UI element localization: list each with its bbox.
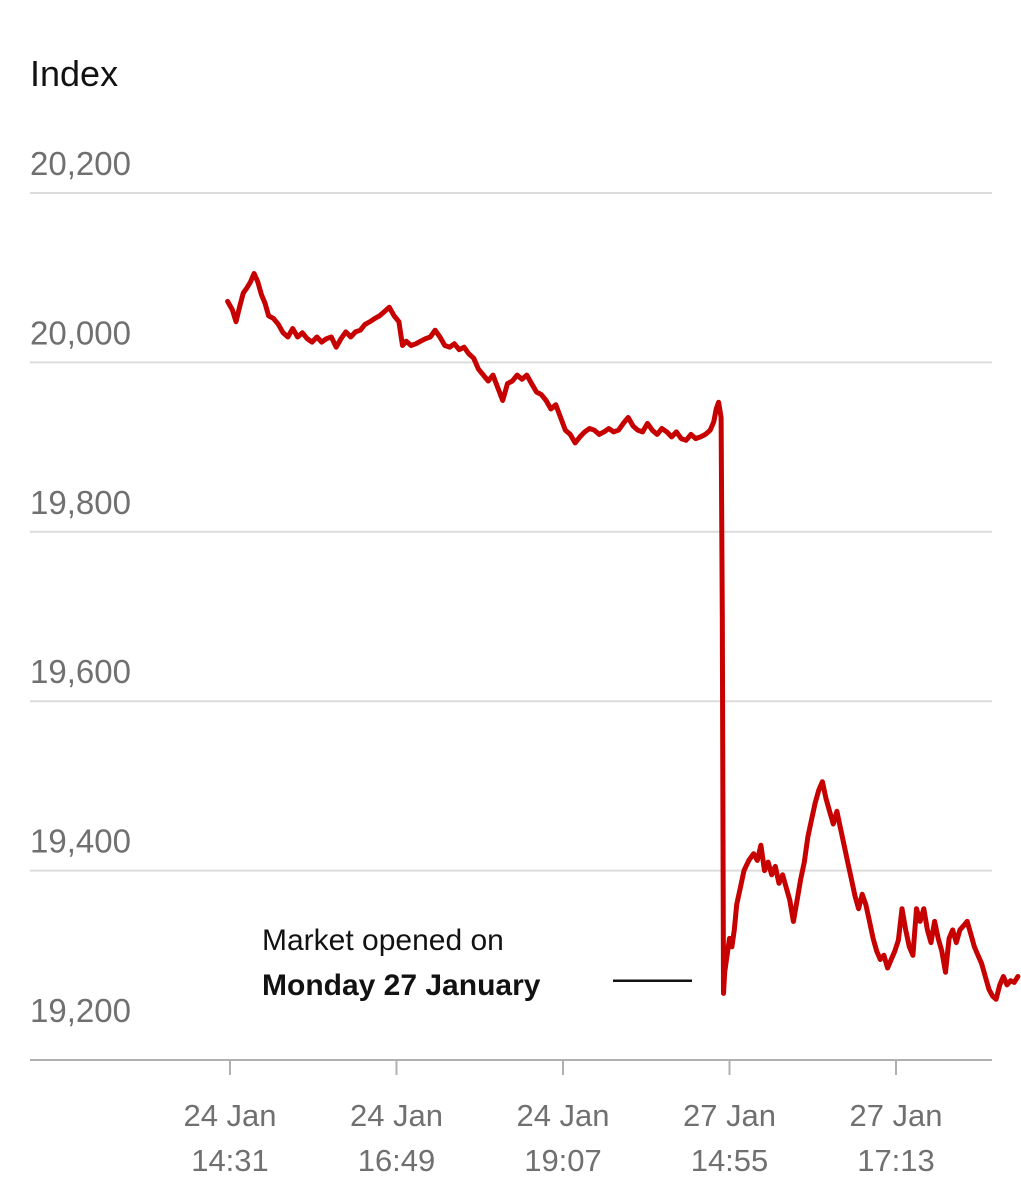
x-tick-label-date: 24 Jan	[350, 1098, 443, 1133]
x-axis-ticks: 24 Jan 14:31 24 Jan 16:49 24 Jan 19:07 27 Jan 1…	[183, 1060, 943, 1178]
index-series-line	[225, 271, 1021, 1002]
x-tick-label-date: 27 Jan	[849, 1098, 942, 1133]
x-tick-label-time: 14:31	[191, 1143, 269, 1178]
y-tick-label: 19,400	[30, 823, 131, 860]
annotation-line-2: Monday 27 January	[262, 969, 541, 1002]
y-axis-title: Index	[30, 53, 118, 94]
market-open-annotation: Market opened on Monday 27 January	[262, 924, 692, 1002]
y-tick-label: 19,200	[30, 992, 131, 1029]
y-tick-label: 20,200	[30, 145, 131, 182]
annotation-line-1: Market opened on	[262, 924, 504, 957]
x-tick-label-date: 24 Jan	[516, 1098, 609, 1133]
x-tick-label-date: 24 Jan	[183, 1098, 276, 1133]
x-tick-label-time: 14:55	[691, 1143, 769, 1178]
y-tick-label: 19,800	[30, 484, 131, 521]
x-tick-label-time: 17:13	[857, 1143, 935, 1178]
y-tick-label: 19,600	[30, 653, 131, 690]
y-axis-ticks: 20,200 20,000 19,800 19,600 19,400 19,200	[30, 145, 131, 1029]
x-tick-label-time: 19:07	[524, 1143, 602, 1178]
gridlines	[30, 192, 992, 872]
svg-text:Market opened on: Market opened on	[262, 924, 504, 957]
svg-text:Monday 27 January: Monday 27 January	[262, 969, 541, 1002]
y-tick-label: 20,000	[30, 314, 131, 351]
x-tick-label-date: 27 Jan	[683, 1098, 776, 1133]
x-tick-label-time: 16:49	[358, 1143, 436, 1178]
